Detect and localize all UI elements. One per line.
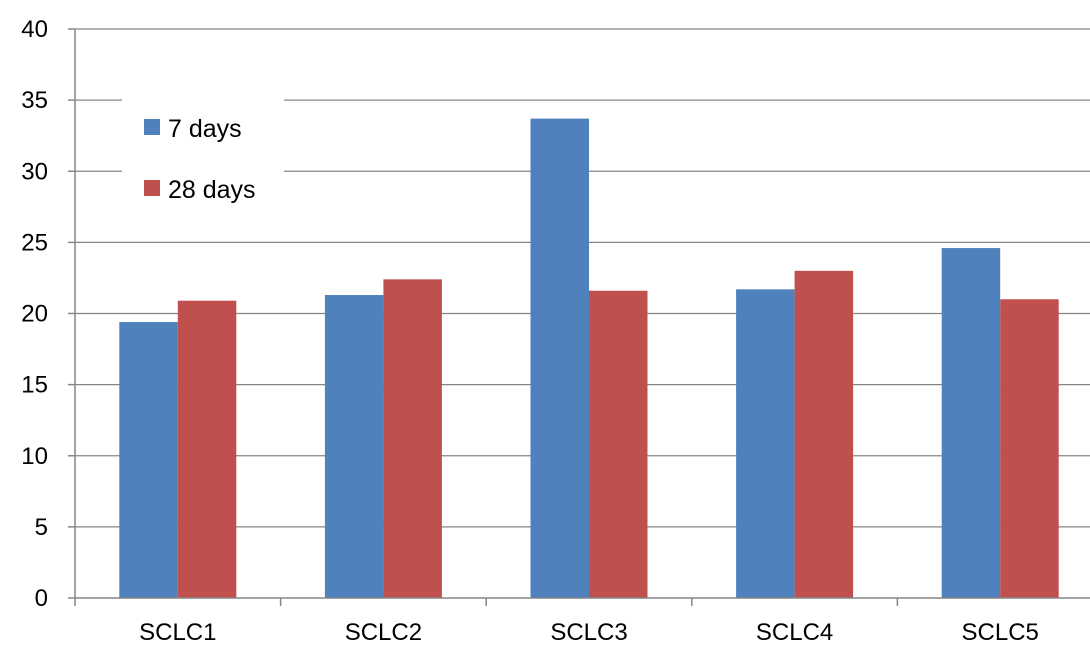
legend: 7 days 28 days [122,95,284,225]
legend-background [122,95,284,225]
y-tick-label: 0 [35,585,48,612]
x-tick-labels: SCLC1 SCLC2 SCLC3 SCLC4 SCLC5 [139,619,1039,646]
legend-swatch-7-days [144,119,160,135]
bar-sclc5-7-days [941,248,1001,598]
x-tick-label: SCLC4 [756,619,833,646]
y-tick-label: 15 [21,372,48,399]
x-tick-label: SCLC3 [550,619,627,646]
y-tick-label: 20 [21,301,48,328]
x-tick-label: SCLC1 [139,619,216,646]
y-tick-label: 30 [21,158,48,185]
y-tick-label: 35 [21,87,48,114]
bars [119,118,1059,599]
axes [68,28,1090,606]
bar-sclc1-7-days [119,322,178,598]
bar-sclc3-28-days [589,290,648,598]
x-tick-label: SCLC5 [962,619,1039,646]
y-tick-label: 10 [21,443,48,470]
y-tick-label: 5 [35,514,48,541]
bar-sclc2-7-days [324,295,384,598]
bar-sclc5-28-days [1000,299,1059,598]
bar-sclc4-28-days [794,270,854,598]
y-tick-label: 40 [21,16,48,43]
bar-sclc1-28-days [177,300,237,598]
legend-label-28-days: 28 days [168,176,256,204]
legend-swatch-28-days [144,180,160,196]
bar-sclc2-28-days [383,279,442,598]
bar-sclc4-7-days [736,289,795,598]
y-tick-labels: 0 5 10 15 20 25 30 35 40 [21,16,48,612]
bar-sclc3-7-days [530,118,589,599]
y-tick-label: 25 [21,229,48,256]
x-tick-label: SCLC2 [345,619,422,646]
legend-label-7-days: 7 days [168,115,242,143]
